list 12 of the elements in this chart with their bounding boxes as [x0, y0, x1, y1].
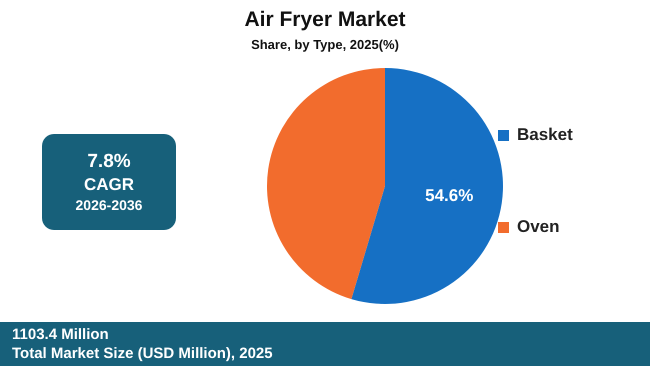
pie-slice [351, 68, 503, 304]
legend-label: Basket [517, 125, 573, 145]
text: CAGR [82, 175, 136, 195]
text: Total Market Size (USD Million), 2025 [12, 345, 273, 362]
legend-label: Oven [517, 217, 560, 237]
pie-slice [267, 68, 385, 300]
chart-subtitle: Share, by Type, 2025(%) [250, 37, 400, 52]
text: 1103.4 Million [12, 326, 109, 343]
data-label: 54.6% [425, 186, 474, 205]
text: 2026-2036 [74, 197, 144, 213]
text: 7.8% [86, 151, 132, 173]
chart-title: Air Fryer Market [243, 8, 407, 32]
